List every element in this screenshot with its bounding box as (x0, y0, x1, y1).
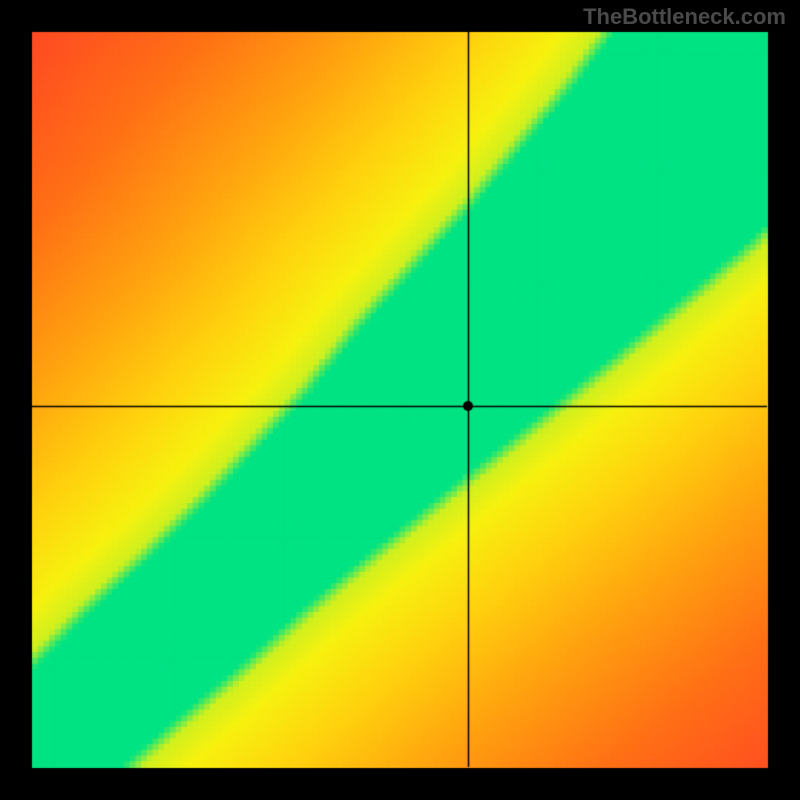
heatmap-plot (0, 0, 800, 800)
chart-container: TheBottleneck.com (0, 0, 800, 800)
heatmap-canvas (0, 0, 800, 800)
watermark-text: TheBottleneck.com (583, 4, 786, 30)
